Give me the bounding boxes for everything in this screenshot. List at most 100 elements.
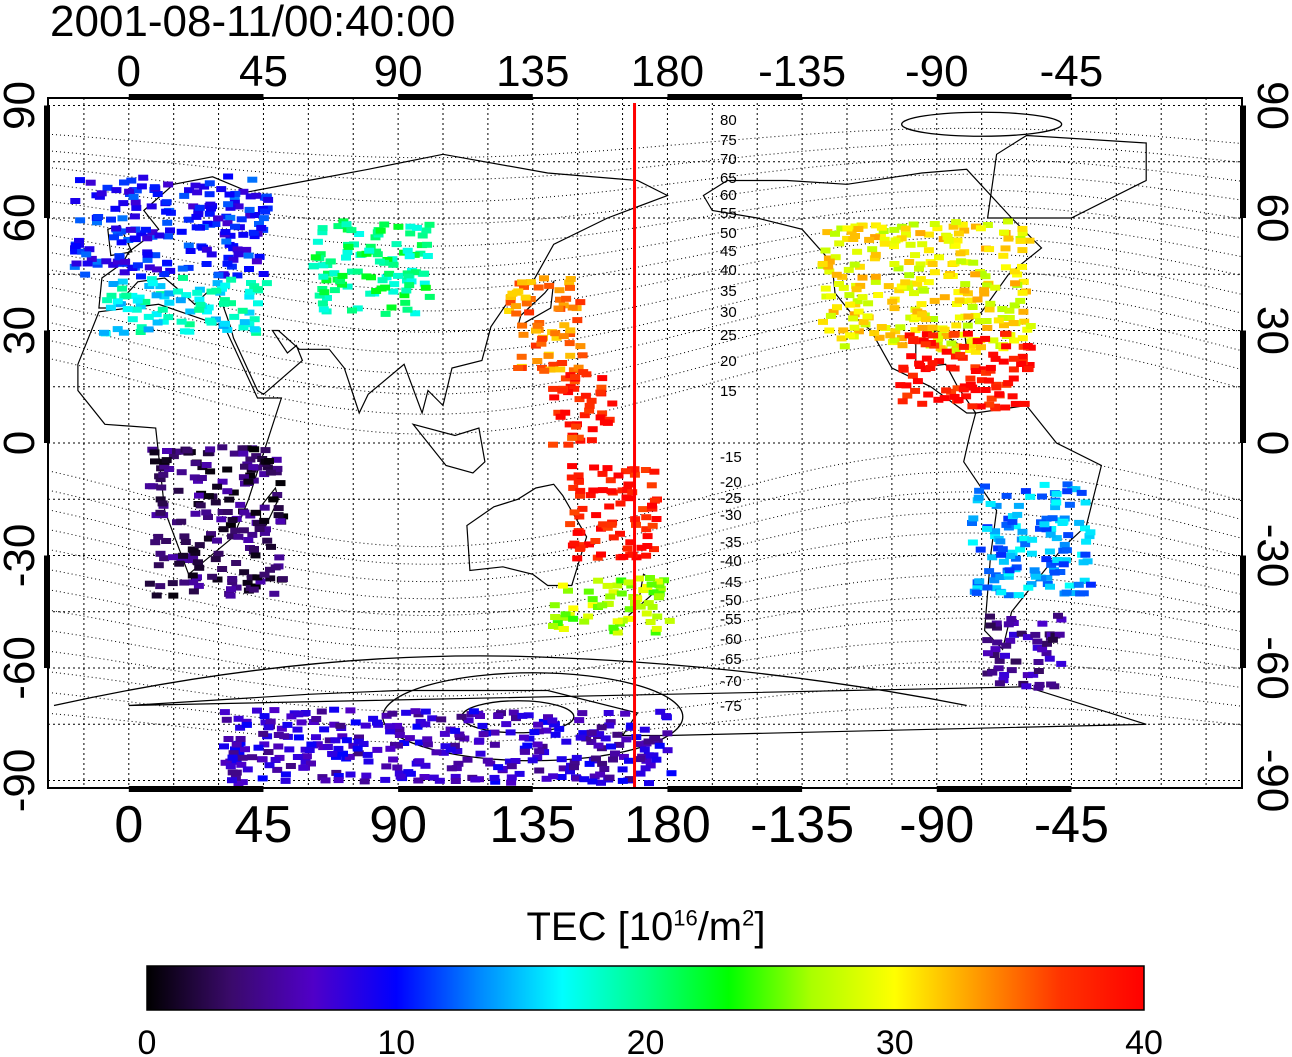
tec-data-point bbox=[1022, 634, 1033, 641]
tec-data-point bbox=[538, 718, 549, 725]
tec-data-point bbox=[144, 483, 155, 490]
tec-data-point bbox=[1041, 515, 1052, 522]
tec-data-point bbox=[560, 614, 570, 621]
tec-data-point bbox=[410, 708, 421, 715]
tec-data-point bbox=[551, 334, 562, 341]
tec-data-point bbox=[965, 381, 976, 388]
tec-data-point bbox=[594, 731, 605, 738]
tec-data-point bbox=[117, 215, 128, 222]
tec-data-point bbox=[352, 268, 363, 275]
tec-data-point bbox=[649, 468, 660, 475]
tec-data-point bbox=[950, 347, 961, 354]
tec-data-point bbox=[1017, 528, 1028, 535]
contour-label: 50 bbox=[720, 225, 737, 242]
tec-data-point bbox=[110, 205, 121, 212]
tec-data-point bbox=[904, 332, 915, 339]
tec-data-point bbox=[1010, 400, 1021, 407]
tec-data-point bbox=[191, 224, 202, 231]
top-lon-tick-label: 180 bbox=[631, 47, 704, 96]
tec-data-point bbox=[311, 734, 321, 741]
tec-data-point bbox=[623, 481, 634, 488]
tec-data-point bbox=[565, 284, 575, 291]
tec-data-point bbox=[271, 469, 282, 476]
tec-data-point bbox=[642, 543, 653, 549]
tec-data-point bbox=[317, 225, 328, 232]
tec-data-point bbox=[889, 226, 900, 233]
frame-segment-bottom bbox=[398, 786, 533, 792]
tec-data-point bbox=[1024, 237, 1035, 244]
tec-data-point bbox=[249, 446, 260, 453]
tec-data-point bbox=[543, 714, 553, 721]
tec-data-point bbox=[237, 307, 248, 314]
tec-data-point bbox=[564, 421, 575, 428]
magnetic-latitude-contour bbox=[48, 705, 1242, 743]
tec-data-point bbox=[94, 193, 105, 200]
frame-segment-right bbox=[1240, 105, 1246, 218]
tec-data-point bbox=[386, 304, 397, 311]
tec-data-point bbox=[329, 270, 340, 277]
tec-data-point bbox=[218, 300, 229, 307]
tec-data-point bbox=[204, 191, 215, 198]
tec-data-point bbox=[1044, 548, 1055, 555]
tec-data-point bbox=[826, 293, 836, 300]
coast-north-america bbox=[702, 168, 1043, 414]
tec-data-point bbox=[120, 258, 131, 265]
tec-data-point bbox=[638, 506, 649, 513]
tec-data-point bbox=[939, 395, 950, 402]
tec-data-point bbox=[1061, 547, 1072, 554]
tec-data-point bbox=[879, 236, 890, 243]
tec-data-point bbox=[949, 365, 960, 372]
tec-data-point bbox=[1024, 362, 1035, 368]
tec-data-point bbox=[976, 344, 986, 351]
tec-data-point bbox=[189, 474, 200, 481]
tec-data-point bbox=[259, 471, 270, 478]
tec-data-point bbox=[220, 759, 231, 766]
contour-label: -70 bbox=[720, 673, 742, 690]
tec-data-point bbox=[127, 292, 138, 299]
tec-data-point bbox=[239, 509, 250, 516]
tec-data-point bbox=[317, 774, 328, 781]
tec-data-point bbox=[1060, 557, 1071, 564]
left-lat-tick-label: 60 bbox=[0, 194, 44, 243]
coast-australia bbox=[466, 483, 588, 587]
tec-data-point bbox=[565, 352, 576, 359]
tec-data-point bbox=[961, 259, 972, 266]
tec-data-point bbox=[227, 576, 238, 582]
contour-label: -25 bbox=[720, 490, 742, 507]
tec-data-point bbox=[615, 500, 626, 507]
tec-data-point bbox=[586, 437, 597, 444]
tec-data-point bbox=[645, 619, 656, 625]
tec-data-point bbox=[231, 584, 242, 591]
tec-data-point bbox=[1050, 504, 1061, 511]
tec-data-point bbox=[1062, 488, 1073, 495]
tec-data-point bbox=[157, 500, 168, 507]
tec-data-point bbox=[577, 505, 588, 512]
tec-data-point bbox=[573, 472, 584, 479]
tec-data-point bbox=[384, 723, 395, 730]
tec-data-point bbox=[982, 637, 993, 644]
tec-data-point bbox=[394, 770, 405, 777]
tec-data-point bbox=[108, 261, 119, 268]
tec-data-point bbox=[929, 297, 940, 304]
tec-data-point bbox=[227, 517, 238, 523]
tec-data-point bbox=[118, 200, 129, 207]
tec-data-point bbox=[596, 724, 607, 731]
tec-data-point bbox=[917, 324, 928, 331]
tec-data-point bbox=[941, 387, 952, 394]
tec-data-point bbox=[164, 290, 175, 297]
tec-data-point bbox=[1011, 658, 1022, 665]
tec-data-point bbox=[354, 231, 365, 237]
tec-data-point bbox=[85, 179, 96, 186]
tec-data-point bbox=[155, 583, 166, 590]
tec-data-point bbox=[572, 555, 583, 562]
tec-data-point bbox=[241, 718, 252, 725]
tec-data-point bbox=[242, 579, 253, 586]
tec-data-point bbox=[529, 729, 540, 736]
tec-data-point bbox=[324, 737, 335, 744]
tec-data-point bbox=[1011, 564, 1022, 571]
tec-data-point bbox=[824, 258, 835, 265]
left-lat-tick-label: -60 bbox=[0, 636, 44, 700]
tec-data-point bbox=[276, 725, 287, 732]
tec-data-point bbox=[163, 181, 174, 188]
